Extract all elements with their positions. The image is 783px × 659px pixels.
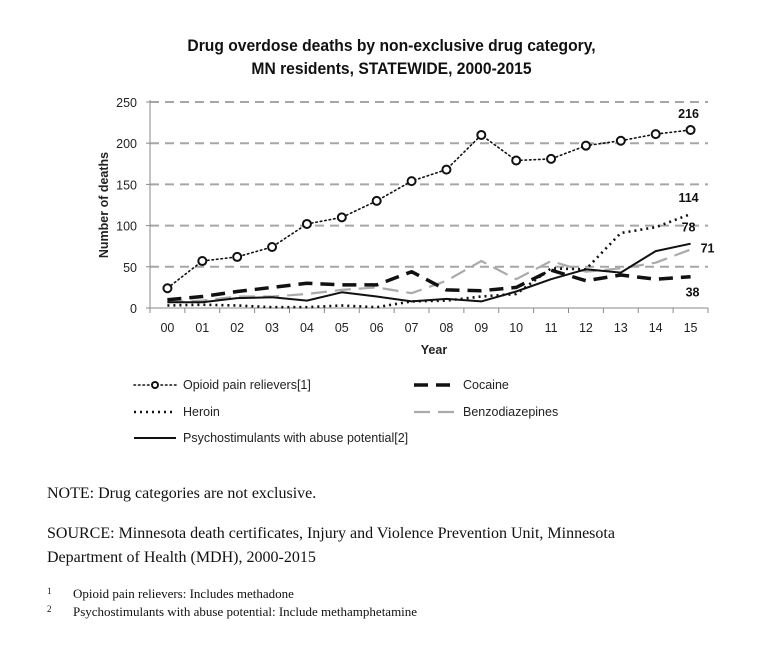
x-tick-label: 15 xyxy=(684,321,698,335)
series-line-heroin xyxy=(167,212,692,309)
footnote-1: 1 Opioid pain relievers: Includes methado… xyxy=(47,586,294,602)
data-point xyxy=(615,135,626,146)
data-point xyxy=(546,153,557,164)
chart: 0 50 100 150 200 250 00 01 02 03 04 05 06 07 08 09 10 11 1… xyxy=(97,96,715,357)
legend-swatch xyxy=(134,437,176,439)
series-line-cocaine xyxy=(167,268,691,302)
x-tick-label: 03 xyxy=(265,321,279,335)
footnote-text: Psychostimulants with abuse potential: I… xyxy=(73,604,418,619)
legend-label: Psychostimulants with abuse potential[2] xyxy=(183,431,409,445)
legend-label: Cocaine xyxy=(463,378,509,392)
x-tick-label: 00 xyxy=(160,321,174,335)
data-point xyxy=(511,155,522,166)
source-line-2: Department of Health (MDH), 2000-2015 xyxy=(47,549,316,566)
series-line-psychostimulants-with-abuse-potential xyxy=(167,242,691,304)
y-tick-label: 100 xyxy=(116,220,137,234)
end-value-label: 216 xyxy=(678,107,699,121)
data-point xyxy=(162,283,173,294)
end-value-label: 38 xyxy=(686,286,700,300)
y-tick-label: 200 xyxy=(116,137,137,151)
series-line-opioid-pain-relievers xyxy=(166,129,692,290)
labels: 216 38 114 71 78 xyxy=(678,107,714,300)
legend-swatch xyxy=(133,381,177,389)
legend-label: Benzodiazepines xyxy=(463,405,559,419)
legend-item: Heroin xyxy=(133,405,220,419)
footnote-mark: 1 xyxy=(47,586,52,596)
x-tick-label: 13 xyxy=(614,321,628,335)
source-line-1: SOURCE: Minnesota death certificates, In… xyxy=(47,525,615,542)
data-point xyxy=(371,195,382,206)
y-tick-label: 150 xyxy=(116,178,137,192)
data-point xyxy=(650,129,661,140)
data-point xyxy=(267,242,278,253)
y-tick-label: 0 xyxy=(130,302,137,316)
gridlines xyxy=(150,101,708,268)
chart-title: Drug overdose deaths by non-exclusive dr… xyxy=(31,34,751,80)
title-line-1: Drug overdose deaths by non-exclusive dr… xyxy=(187,36,596,55)
data-point xyxy=(197,256,208,267)
data-point xyxy=(232,251,243,262)
data-point xyxy=(336,212,347,223)
x-tick-label: 12 xyxy=(579,321,593,335)
data-point xyxy=(406,176,417,187)
end-value-label: 78 xyxy=(682,221,696,235)
legend-swatch xyxy=(414,383,456,387)
x-tick-label: 10 xyxy=(509,321,523,335)
title-line-2: MN residents, STATEWIDE, 2000-2015 xyxy=(251,59,532,78)
legend-label: Opioid pain relievers[1] xyxy=(183,378,311,392)
series-line-benzodiazepines xyxy=(167,248,691,304)
end-value-label: 114 xyxy=(678,191,698,205)
footnote-text: Opioid pain relievers: Includes methadon… xyxy=(73,586,294,601)
y-tick-label: 50 xyxy=(123,261,137,275)
data-point xyxy=(580,140,591,151)
x-tick-label: 11 xyxy=(545,321,558,335)
x-tick-label: 01 xyxy=(195,321,209,335)
legend-swatch xyxy=(414,410,456,414)
legend-swatch xyxy=(134,410,176,414)
x-tick-label: 07 xyxy=(405,321,419,335)
axes: 0 50 100 150 200 250 00 01 02 03 04 05 06 07 08 09 10 11 1… xyxy=(116,96,709,335)
y-tick-label: 250 xyxy=(116,96,137,110)
legend-item: Cocaine xyxy=(413,378,509,392)
series-group xyxy=(162,125,696,309)
legend-item: Opioid pain relievers[1] xyxy=(133,378,311,392)
data-point xyxy=(441,164,452,175)
footnote-mark: 2 xyxy=(47,604,52,614)
x-tick-label: 14 xyxy=(649,321,663,335)
legend-marker xyxy=(151,381,159,389)
note-text: NOTE: Drug categories are not exclusive. xyxy=(47,485,317,502)
x-tick-label: 08 xyxy=(439,321,453,335)
x-tick-label: 09 xyxy=(474,321,488,335)
legend-label: Heroin xyxy=(183,405,220,419)
y-axis-label: Number of deaths xyxy=(97,152,111,258)
footnote-2: 2 Psychostimulants with abuse potential: … xyxy=(47,604,417,620)
legend-item: Psychostimulants with abuse potential[2] xyxy=(133,431,408,445)
data-point xyxy=(476,129,487,140)
x-tick-label: 05 xyxy=(335,321,349,335)
x-tick-label: 06 xyxy=(370,321,384,335)
data-point xyxy=(685,125,696,136)
legend-item: Benzodiazepines xyxy=(413,405,558,419)
x-tick-label: 02 xyxy=(230,321,244,335)
data-point xyxy=(301,218,312,229)
x-tick-label: 04 xyxy=(300,321,314,335)
x-axis-label: Year xyxy=(421,343,448,357)
end-value-label: 71 xyxy=(701,241,715,255)
